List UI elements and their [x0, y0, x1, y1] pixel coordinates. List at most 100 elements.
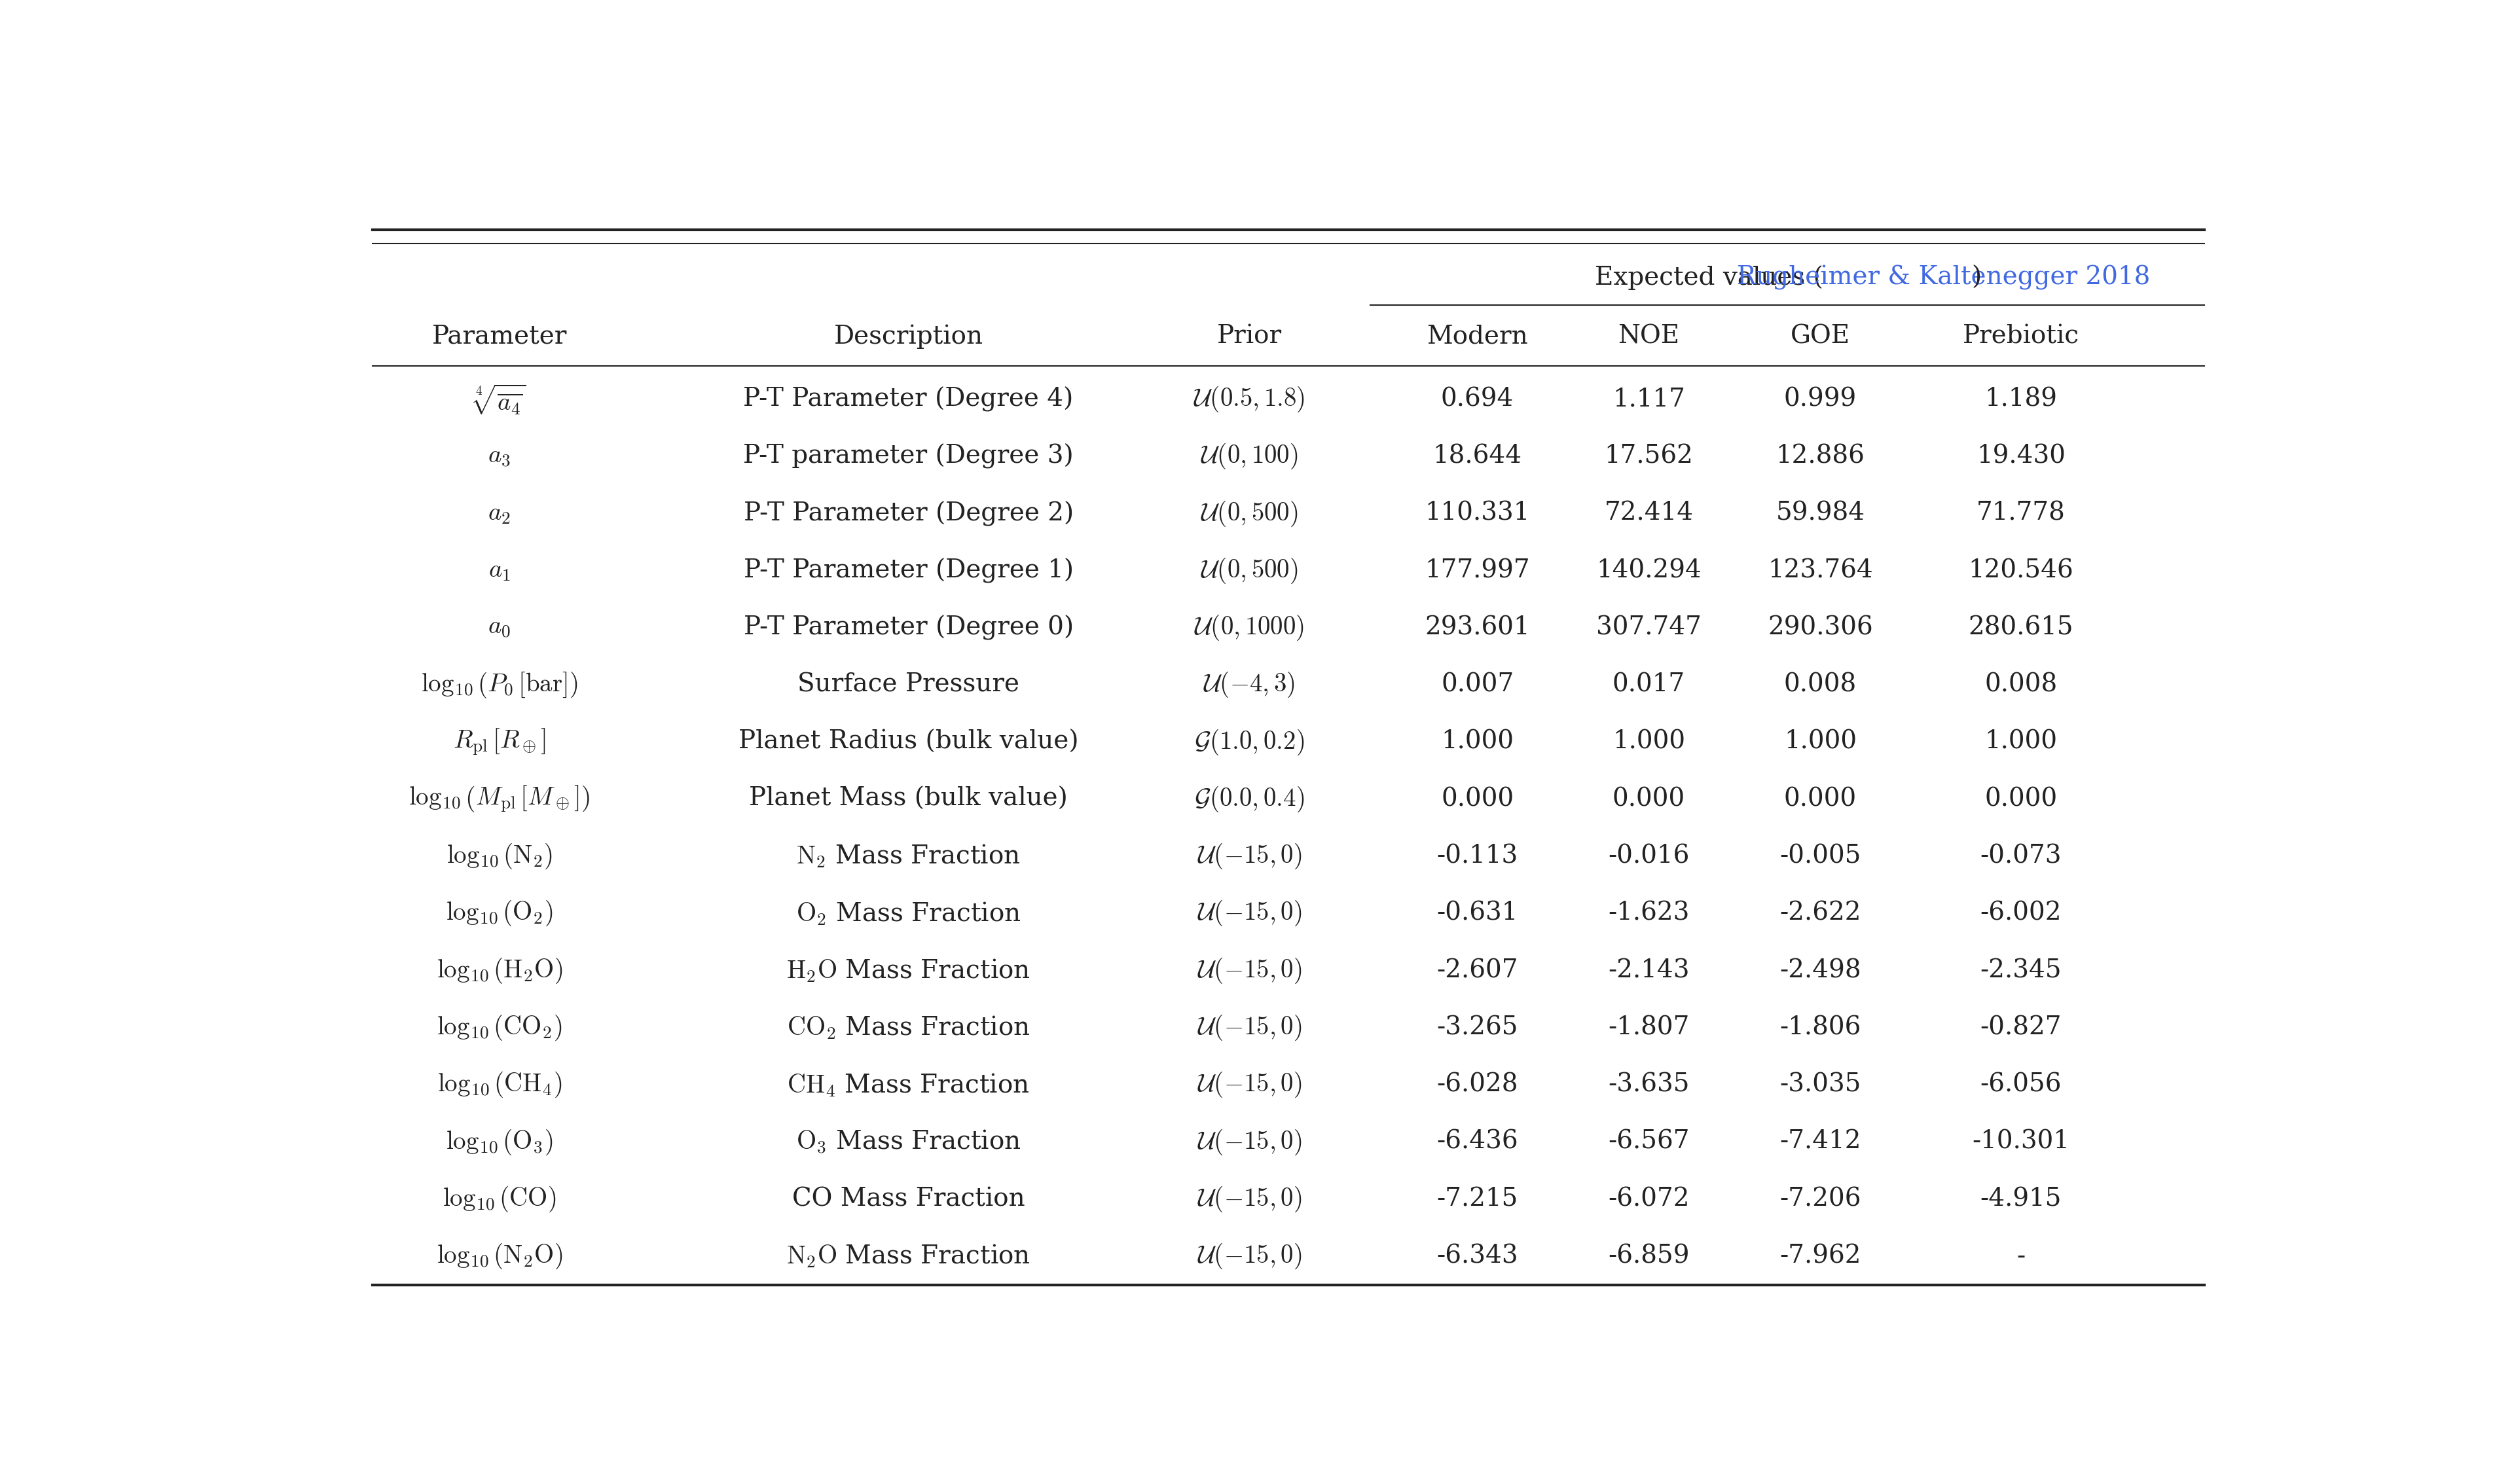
Text: -0.113: -0.113	[1435, 844, 1518, 868]
Text: -2.143: -2.143	[1609, 959, 1689, 982]
Text: 177.997: 177.997	[1425, 558, 1531, 583]
Text: 293.601: 293.601	[1425, 616, 1531, 640]
Text: Expected values (: Expected values (	[1594, 266, 1823, 289]
Text: $\mathcal{U}(-15, 0)$: $\mathcal{U}(-15, 0)$	[1197, 841, 1302, 871]
Text: P-T Parameter (Degree 4): P-T Parameter (Degree 4)	[744, 387, 1073, 411]
Text: NOE: NOE	[1619, 324, 1679, 349]
Text: 140.294: 140.294	[1596, 558, 1702, 583]
Text: $\mathcal{G}(1.0, 0.2)$: $\mathcal{G}(1.0, 0.2)$	[1194, 727, 1305, 757]
Text: 59.984: 59.984	[1775, 502, 1865, 525]
Text: $\mathrm{CO_2}$ Mass Fraction: $\mathrm{CO_2}$ Mass Fraction	[787, 1015, 1031, 1040]
Text: Parameter: Parameter	[432, 324, 566, 349]
Text: 18.644: 18.644	[1433, 444, 1521, 469]
Text: 1.117: 1.117	[1611, 387, 1684, 411]
Text: Modern: Modern	[1428, 324, 1529, 349]
Text: $\mathcal{U}(-15, 0)$: $\mathcal{U}(-15, 0)$	[1197, 1070, 1302, 1100]
Text: -6.056: -6.056	[1981, 1073, 2061, 1097]
Text: $\mathrm{N_2}$ Mass Fraction: $\mathrm{N_2}$ Mass Fraction	[797, 843, 1021, 870]
Text: -7.412: -7.412	[1780, 1129, 1860, 1155]
Text: 0.000: 0.000	[1785, 787, 1858, 812]
Text: 0.000: 0.000	[1611, 787, 1684, 812]
Text: $\mathcal{U}(-15, 0)$: $\mathcal{U}(-15, 0)$	[1197, 1184, 1302, 1214]
Text: $R_\mathrm{pl}\,[R_\oplus]$: $R_\mathrm{pl}\,[R_\oplus]$	[453, 727, 546, 757]
Text: -7.962: -7.962	[1780, 1244, 1860, 1269]
Text: 307.747: 307.747	[1596, 616, 1702, 640]
Text: $\mathcal{U}(-15, 0)$: $\mathcal{U}(-15, 0)$	[1197, 1242, 1302, 1270]
Text: $\mathcal{G}(0.0, 0.4)$: $\mathcal{G}(0.0, 0.4)$	[1194, 785, 1305, 813]
Text: 1.189: 1.189	[1984, 387, 2056, 411]
Text: 290.306: 290.306	[1767, 616, 1873, 640]
Text: -10.301: -10.301	[1971, 1129, 2069, 1155]
Text: GOE: GOE	[1790, 324, 1850, 349]
Text: 0.000: 0.000	[1441, 787, 1513, 812]
Text: -1.806: -1.806	[1780, 1015, 1860, 1040]
Text: $\mathcal{U}(0, 500)$: $\mathcal{U}(0, 500)$	[1202, 556, 1297, 585]
Text: $\mathcal{U}(0, 500)$: $\mathcal{U}(0, 500)$	[1202, 499, 1297, 528]
Text: 0.007: 0.007	[1441, 672, 1513, 697]
Text: $\mathrm{O_2}$ Mass Fraction: $\mathrm{O_2}$ Mass Fraction	[797, 901, 1021, 926]
Text: P-T Parameter (Degree 0): P-T Parameter (Degree 0)	[744, 616, 1073, 640]
Text: 19.430: 19.430	[1976, 444, 2067, 469]
Text: -6.028: -6.028	[1435, 1073, 1518, 1097]
Text: P-T Parameter (Degree 1): P-T Parameter (Degree 1)	[744, 558, 1073, 583]
Text: -6.859: -6.859	[1609, 1244, 1689, 1269]
Text: $\log_{10}(\mathrm{O_3})$: $\log_{10}(\mathrm{O_3})$	[445, 1128, 553, 1156]
Text: ): )	[1971, 266, 1981, 289]
Text: $\mathcal{U}(-15, 0)$: $\mathcal{U}(-15, 0)$	[1197, 1128, 1302, 1156]
Text: 17.562: 17.562	[1604, 444, 1694, 469]
Text: 280.615: 280.615	[1968, 616, 2074, 640]
Text: 120.546: 120.546	[1968, 558, 2074, 583]
Text: -4.915: -4.915	[1981, 1187, 2061, 1211]
Text: -0.016: -0.016	[1609, 844, 1689, 868]
Text: $\mathcal{U}(0, 100)$: $\mathcal{U}(0, 100)$	[1202, 442, 1297, 470]
Text: 0.000: 0.000	[1984, 787, 2056, 812]
Text: -0.827: -0.827	[1981, 1015, 2061, 1040]
Text: -6.072: -6.072	[1609, 1187, 1689, 1211]
Text: -0.073: -0.073	[1981, 844, 2061, 868]
Text: $\mathcal{U}(-4, 3)$: $\mathcal{U}(-4, 3)$	[1204, 671, 1295, 699]
Text: $\log_{10}(\mathrm{CO_2})$: $\log_{10}(\mathrm{CO_2})$	[437, 1014, 563, 1042]
Text: Prebiotic: Prebiotic	[1963, 324, 2079, 349]
Text: 1.000: 1.000	[1984, 730, 2056, 754]
Text: -1.807: -1.807	[1609, 1015, 1689, 1040]
Text: $\mathcal{U}(-15, 0)$: $\mathcal{U}(-15, 0)$	[1197, 899, 1302, 928]
Text: Description: Description	[835, 324, 983, 349]
Text: P-T Parameter (Degree 2): P-T Parameter (Degree 2)	[744, 502, 1073, 525]
Text: 1.000: 1.000	[1785, 730, 1858, 754]
Text: -2.345: -2.345	[1981, 959, 2061, 982]
Text: $\log_{10}(\mathrm{N_2O})$: $\log_{10}(\mathrm{N_2O})$	[437, 1242, 563, 1270]
Text: 0.008: 0.008	[1984, 672, 2056, 697]
Text: -2.607: -2.607	[1435, 959, 1518, 982]
Text: -: -	[2016, 1244, 2026, 1269]
Text: $\log_{10}\left(M_\mathrm{pl}\,[M_\oplus]\right)$: $\log_{10}\left(M_\mathrm{pl}\,[M_\oplus…	[410, 784, 591, 815]
Text: 12.886: 12.886	[1775, 444, 1865, 469]
Text: $\mathcal{U}(0, 1000)$: $\mathcal{U}(0, 1000)$	[1194, 613, 1305, 643]
Text: $a_2$: $a_2$	[488, 502, 510, 525]
Text: 0.008: 0.008	[1785, 672, 1858, 697]
Text: Rugheimer & Kaltenegger 2018: Rugheimer & Kaltenegger 2018	[1737, 266, 2149, 289]
Text: -0.005: -0.005	[1780, 844, 1860, 868]
Text: -2.622: -2.622	[1780, 901, 1860, 926]
Text: 72.414: 72.414	[1604, 502, 1694, 525]
Text: -1.623: -1.623	[1609, 901, 1689, 926]
Text: $\log_{10}\left(P_0\,[\mathrm{bar}]\right)$: $\log_{10}\left(P_0\,[\mathrm{bar}]\righ…	[420, 671, 578, 699]
Text: -7.206: -7.206	[1780, 1187, 1860, 1211]
Text: Prior: Prior	[1217, 324, 1282, 349]
Text: $\mathrm{N_2O}$ Mass Fraction: $\mathrm{N_2O}$ Mass Fraction	[787, 1244, 1031, 1269]
Text: 0.017: 0.017	[1611, 672, 1684, 697]
Text: -6.002: -6.002	[1981, 901, 2061, 926]
Text: Planet Radius (bulk value): Planet Radius (bulk value)	[739, 730, 1079, 754]
Text: $\log_{10}(\mathrm{N_2})$: $\log_{10}(\mathrm{N_2})$	[447, 841, 553, 871]
Text: CO Mass Fraction: CO Mass Fraction	[792, 1187, 1026, 1211]
Text: $\log_{10}(\mathrm{CH_4})$: $\log_{10}(\mathrm{CH_4})$	[437, 1070, 561, 1100]
Text: 1.000: 1.000	[1611, 730, 1684, 754]
Text: $\mathcal{U}(-15, 0)$: $\mathcal{U}(-15, 0)$	[1197, 1014, 1302, 1042]
Text: -6.343: -6.343	[1435, 1244, 1518, 1269]
Text: P-T parameter (Degree 3): P-T parameter (Degree 3)	[744, 444, 1073, 469]
Text: $\mathcal{U}(-15, 0)$: $\mathcal{U}(-15, 0)$	[1197, 956, 1302, 985]
Text: $\mathrm{O_3}$ Mass Fraction: $\mathrm{O_3}$ Mass Fraction	[797, 1128, 1021, 1156]
Text: $\mathcal{U}(0.5, 1.8)$: $\mathcal{U}(0.5, 1.8)$	[1194, 384, 1305, 414]
Text: -2.498: -2.498	[1780, 959, 1860, 982]
Text: -3.035: -3.035	[1780, 1073, 1860, 1097]
Text: -3.265: -3.265	[1435, 1015, 1518, 1040]
